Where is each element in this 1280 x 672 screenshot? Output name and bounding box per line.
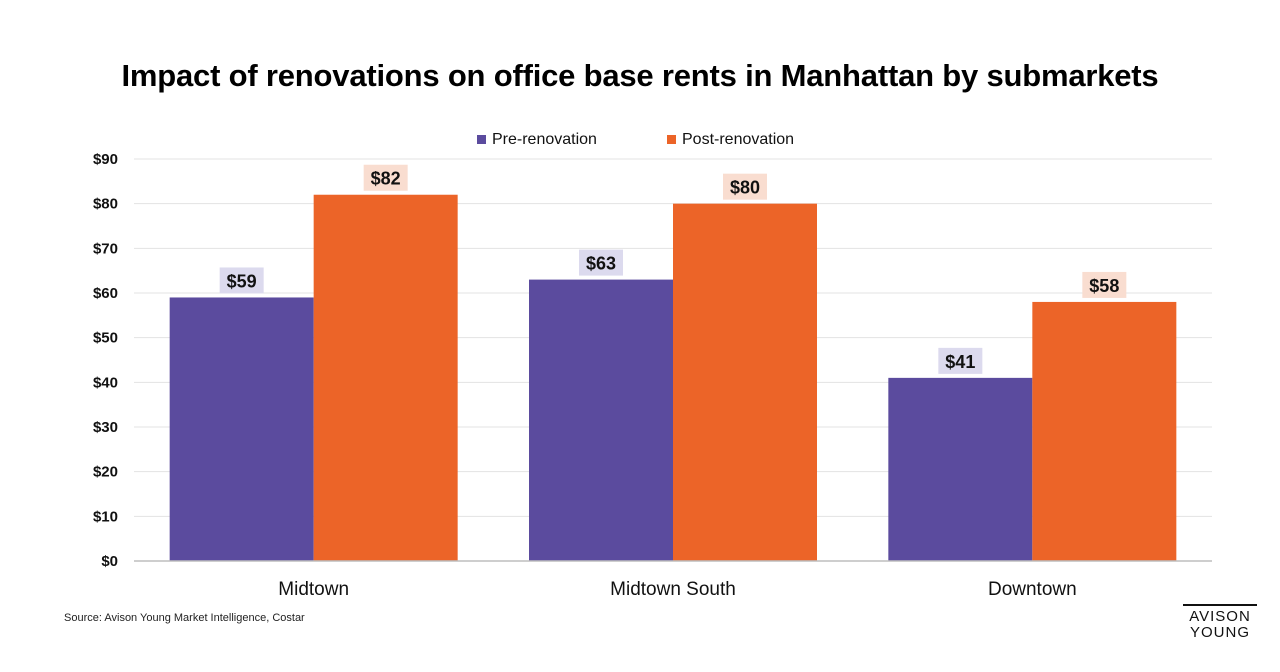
data-label-background — [723, 173, 767, 200]
data-label: $58 — [1089, 276, 1119, 296]
bar — [888, 377, 1033, 561]
y-tick-label: $60 — [93, 285, 118, 302]
data-label: $41 — [945, 352, 975, 372]
avison-young-logo: AVISON YOUNG — [1183, 604, 1257, 641]
legend-swatch — [477, 135, 486, 144]
y-tick-label: $90 — [93, 151, 118, 168]
data-label: $80 — [730, 178, 760, 198]
data-label: $63 — [586, 254, 616, 274]
data-label: $59 — [227, 271, 257, 291]
x-category-label: Midtown South — [610, 579, 736, 600]
y-tick-label: $30 — [93, 419, 118, 436]
chart-title: Impact of renovations on office base ren… — [121, 58, 1159, 93]
bar — [673, 203, 817, 561]
y-tick-label: $10 — [93, 508, 118, 525]
bar — [313, 194, 458, 561]
y-tick-label: $80 — [93, 196, 118, 213]
data-label-background — [938, 347, 983, 374]
logo-line-1: AVISON — [1189, 608, 1251, 625]
data-label-background — [1082, 271, 1127, 298]
y-tick-label: $20 — [93, 464, 118, 481]
logo-line-2: YOUNG — [1189, 624, 1250, 641]
data-label-background — [219, 267, 264, 294]
source-note: Source: Avison Young Market Intelligence… — [64, 612, 305, 624]
y-tick-label: $50 — [93, 330, 118, 347]
y-tick-label: $0 — [101, 553, 118, 570]
bar — [169, 297, 314, 561]
x-category-label: Midtown — [278, 579, 349, 600]
data-label: $82 — [371, 169, 401, 189]
legend-swatch — [667, 135, 676, 144]
y-tick-label: $40 — [93, 374, 118, 391]
bar — [529, 279, 673, 561]
data-label-background — [363, 164, 408, 191]
data-label-background — [579, 249, 623, 276]
legend-label: Post-renovation — [682, 131, 794, 148]
x-category-label: Downtown — [988, 579, 1077, 600]
bar — [1032, 301, 1177, 561]
legend-label: Pre-renovation — [492, 131, 597, 148]
y-tick-label: $70 — [93, 240, 118, 257]
